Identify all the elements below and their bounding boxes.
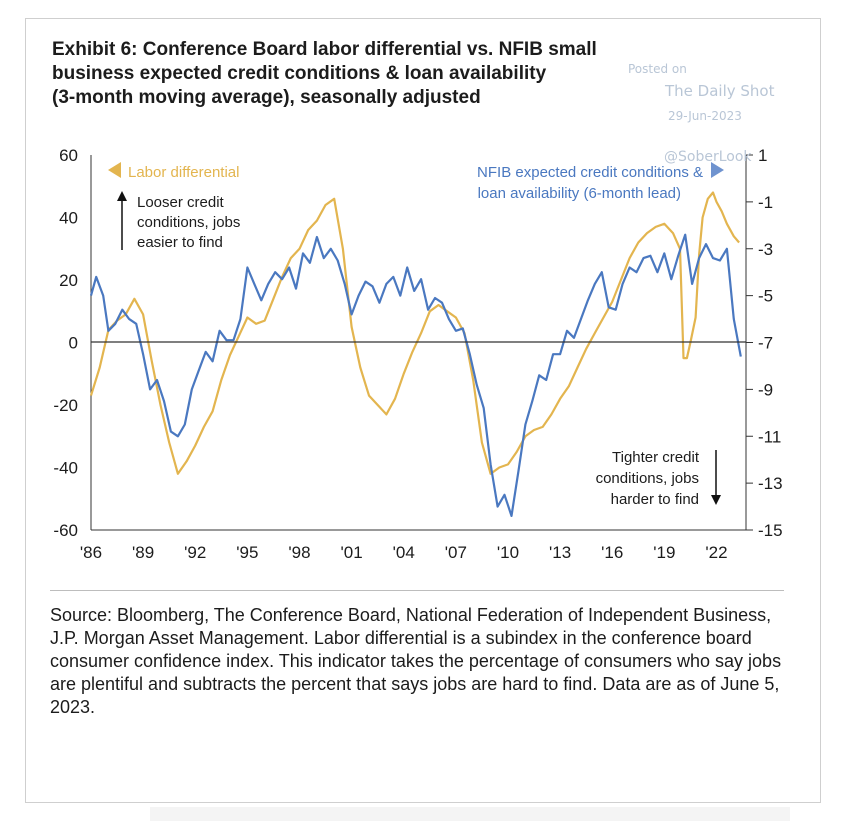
right-axis-tick-label: -7 bbox=[758, 334, 773, 353]
footnote-divider bbox=[50, 590, 784, 591]
x-axis-tick-label: '04 bbox=[393, 543, 415, 562]
looser-annotation-line-2: conditions, jobs bbox=[137, 214, 240, 231]
x-axis-ticks: '86 '89 '92 '95 '98 '01 '04 '07 '10 '13 '16 '19 '22 bbox=[80, 543, 728, 562]
x-axis-tick-label: '98 bbox=[288, 543, 310, 562]
nfib-legend-right-arrow-icon bbox=[711, 162, 724, 178]
labor-differential-line bbox=[89, 191, 740, 475]
x-axis-tick-label: '22 bbox=[705, 543, 727, 562]
nfib-credit-conditions-line bbox=[89, 233, 742, 517]
x-axis-tick-label: '89 bbox=[132, 543, 154, 562]
right-axis-tick-label: -15 bbox=[758, 521, 783, 540]
left-axis-tick-label: -40 bbox=[53, 459, 78, 478]
x-axis-tick-label: '19 bbox=[653, 543, 675, 562]
labor-legend-label: Labor differential bbox=[128, 164, 239, 181]
x-axis-tick-label: '07 bbox=[445, 543, 467, 562]
watermark-date: 29-Jun-2023 bbox=[668, 109, 742, 123]
x-axis-tick-label: '10 bbox=[497, 543, 519, 562]
left-axis-ticks: 60 40 20 0 -20 -40 -60 bbox=[53, 146, 78, 540]
left-axis-tick-label: 40 bbox=[59, 209, 78, 228]
series-lines bbox=[89, 191, 742, 517]
left-axis-tick-label: -60 bbox=[53, 521, 78, 540]
chart-title-line-2: business expected credit conditions & lo… bbox=[52, 63, 547, 84]
x-axis-tick-label: '16 bbox=[601, 543, 623, 562]
right-axis-tick-label: 1 bbox=[758, 146, 767, 165]
up-arrow-icon bbox=[117, 191, 127, 201]
looser-annotation-line-3: easier to find bbox=[137, 234, 223, 251]
down-arrow-icon bbox=[711, 495, 721, 505]
watermark-handle: @SoberLook bbox=[664, 149, 752, 165]
x-axis-tick-label: '01 bbox=[341, 543, 363, 562]
legend: Labor differential NFIB expected credit … bbox=[108, 162, 724, 202]
right-axis-tick-label: -9 bbox=[758, 380, 773, 399]
x-axis-tick-label: '13 bbox=[549, 543, 571, 562]
looser-annotation-line-1: Looser credit bbox=[137, 194, 225, 211]
chart-frame bbox=[25, 18, 821, 803]
left-axis-tick-label: -20 bbox=[53, 396, 78, 415]
bottom-band bbox=[150, 807, 790, 821]
left-axis-tick-label: 0 bbox=[69, 334, 78, 353]
left-axis-tick-label: 20 bbox=[59, 271, 78, 290]
looser-annotation: Looser credit conditions, jobs easier to… bbox=[117, 191, 240, 251]
x-axis-tick-label: '92 bbox=[184, 543, 206, 562]
tighter-annotation: Tighter credit conditions, jobs harder t… bbox=[596, 449, 721, 508]
source-footnote: Source: Bloomberg, The Conference Board,… bbox=[50, 605, 782, 717]
nfib-legend-label-line-1: NFIB expected credit conditions & bbox=[477, 164, 703, 181]
tighter-annotation-line-3: harder to find bbox=[611, 491, 699, 508]
tighter-annotation-line-1: Tighter credit bbox=[612, 449, 700, 466]
line-chart: 60 40 20 0 -20 -40 -60 1 -1 -3 -5 -7 -9 -11 -13 -15 '8… bbox=[53, 146, 783, 562]
labor-legend-left-arrow-icon bbox=[108, 162, 121, 178]
right-axis-tick-label: -11 bbox=[758, 427, 781, 446]
x-axis-tick-label: '95 bbox=[236, 543, 258, 562]
nfib-legend-label-line-2: loan availability (6-month lead) bbox=[478, 185, 681, 202]
watermark-site-name: The Daily Shot bbox=[665, 82, 775, 100]
tighter-annotation-line-2: conditions, jobs bbox=[596, 470, 699, 487]
right-axis-tick-label: -1 bbox=[758, 193, 773, 212]
right-axis-tick-label: -13 bbox=[758, 474, 783, 493]
right-axis-ticks: 1 -1 -3 -5 -7 -9 -11 -13 -15 bbox=[746, 146, 783, 540]
left-axis-tick-label: 60 bbox=[59, 146, 78, 165]
chart-title-line-3: (3-month moving average), seasonally adj… bbox=[52, 87, 481, 108]
x-axis-tick-label: '86 bbox=[80, 543, 102, 562]
watermark-posted-label: Posted on bbox=[628, 62, 687, 76]
right-axis-tick-label: -3 bbox=[758, 240, 773, 259]
chart-title-line-1: Exhibit 6: Conference Board labor differ… bbox=[52, 39, 597, 60]
right-axis-tick-label: -5 bbox=[758, 287, 773, 306]
chart-title: Exhibit 6: Conference Board labor differ… bbox=[52, 38, 672, 110]
